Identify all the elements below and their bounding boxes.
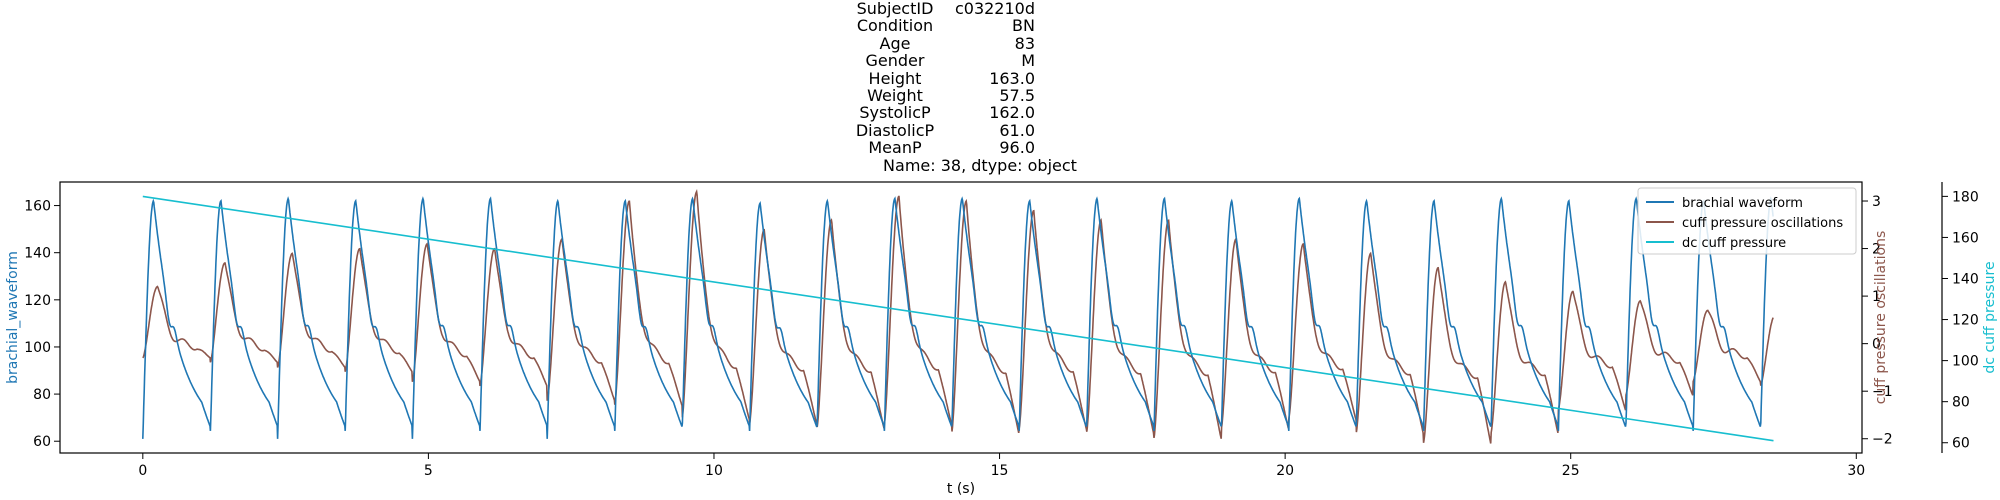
title-value: 163.0 (989, 68, 1035, 88)
right2-tick-label: 140 (1952, 271, 1979, 287)
title-key: Weight (867, 85, 923, 105)
title-key: DiastolicP (855, 120, 935, 140)
x-tick-label: 25 (1562, 463, 1580, 479)
left-tick-label: 120 (24, 293, 51, 309)
title-row: Age 83 (840, 33, 1160, 53)
title-value: 96.0 (999, 138, 1035, 158)
x-axis-label: t (s) (947, 481, 975, 497)
title-row: Weight 57.5 (840, 85, 1160, 105)
legend-label: brachial waveform (1682, 196, 1803, 211)
x-tick-label: 0 (138, 463, 147, 479)
x-tick-label: 10 (705, 463, 723, 479)
x-tick-label: 15 (991, 463, 1009, 479)
series-line-brachial-waveform (142, 196, 1774, 439)
left-tick-label: 80 (33, 387, 51, 403)
title-row: Height 163.0 (840, 68, 1160, 88)
title-value: M (1021, 51, 1035, 71)
legend-label: dc cuff pressure (1682, 236, 1786, 251)
title-row: MeanP 96.0 (840, 138, 1160, 158)
title-key: Condition (856, 16, 934, 36)
title-table: SubjectID c032210d Condition BN Age 83 Gender M… (840, 0, 1160, 157)
left-tick-label: 60 (33, 434, 51, 450)
right1-tick-label: −1 (1872, 384, 1893, 400)
title-key: MeanP (868, 138, 922, 158)
left-tick-label: 100 (24, 340, 51, 356)
title-key: SystolicP (859, 103, 931, 123)
title-footer: Name: 38, dtype: object (883, 155, 1077, 175)
right2-tick-label: 180 (1952, 189, 1979, 205)
x-tick-label: 5 (424, 463, 433, 479)
plot-frame (59, 181, 1863, 454)
title-row: SystolicP 162.0 (840, 103, 1160, 123)
title-key: SubjectID (856, 0, 934, 18)
right1-tick-label: 3 (1872, 194, 1881, 210)
title-value: 162.0 (989, 103, 1035, 123)
title-row: SubjectID c032210d (840, 0, 1160, 17)
legend-label: cuff pressure oscillations (1682, 216, 1843, 231)
right2-axis-label: dc cuff pressure (1982, 261, 1998, 373)
title-value: c032210d (954, 0, 1035, 18)
title-value: 57.5 (999, 85, 1035, 105)
right1-tick-label: 2 (1872, 242, 1881, 258)
right2-tick-label: 100 (1952, 354, 1979, 370)
series-line-dc-cuff-pressure (142, 195, 1774, 442)
title-row: Gender M (840, 51, 1160, 71)
title-key: Age (879, 33, 911, 53)
title-value: 61.0 (999, 120, 1035, 140)
title-row: DiastolicP 61.0 (840, 120, 1160, 140)
left-tick-label: 160 (24, 199, 51, 215)
right2-tick-label: 60 (1952, 436, 1970, 452)
right1-axis-label: cuff pressure oscillations (1873, 231, 1889, 405)
title-key: Gender (865, 51, 925, 71)
series-line-cuff-oscillations (142, 188, 1774, 444)
left-tick-label: 140 (24, 246, 51, 262)
right2-tick-label: 80 (1952, 395, 1970, 411)
right1-tick-label: 0 (1872, 337, 1881, 353)
legend-box (1637, 187, 1857, 255)
title-value: 83 (1014, 33, 1035, 53)
right2-tick-label: 120 (1952, 313, 1979, 329)
x-tick-label: 20 (1276, 463, 1294, 479)
title-key: Height (868, 68, 922, 88)
right2-tick-label: 160 (1952, 230, 1979, 246)
left-axis-label: brachial_waveform (5, 251, 21, 384)
title-row: Condition BN (840, 16, 1160, 36)
right1-tick-label: −2 (1872, 432, 1893, 448)
right1-tick-label: 1 (1872, 289, 1881, 305)
x-tick-label: 30 (1847, 463, 1865, 479)
chart-title: SubjectID c032210d Condition BN Age 83 Gender M… (840, 0, 1160, 174)
title-value: BN (1012, 16, 1035, 36)
